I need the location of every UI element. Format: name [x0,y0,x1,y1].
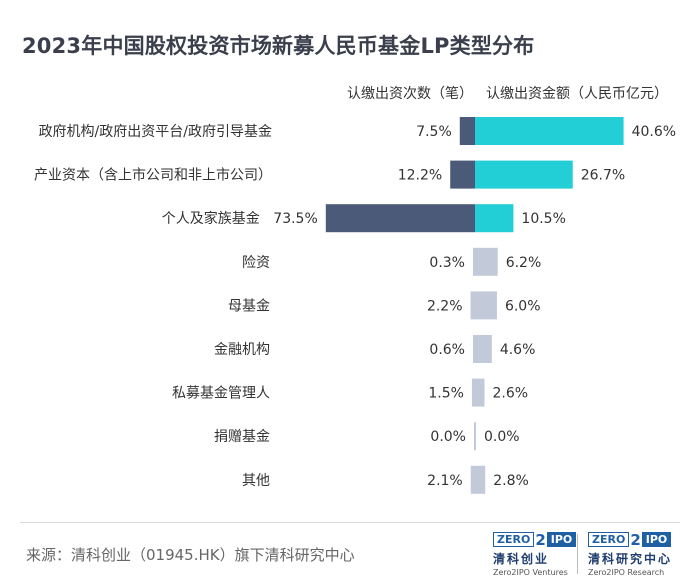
count-bar [474,422,475,451]
amount-bar [475,422,476,451]
count-value-label: 2.2% [427,298,463,314]
category-label: 产业资本（含上市公司和非上市公司） [34,167,272,184]
amount-value-label: 26.7% [581,168,625,184]
count-value-label: 7.5% [416,124,452,140]
count-series-header: 认缴出资次数（笔） [347,86,473,102]
count-bar [473,335,475,363]
category-label: 捐赠基金 [214,428,270,445]
category-label: 私募基金管理人 [172,385,270,402]
count-value-label: 1.5% [428,386,464,402]
count-bar [450,160,475,189]
amount-value-label: 4.6% [500,342,536,358]
amount-value-label: 2.6% [493,386,529,402]
count-bar [459,117,475,145]
amount-bar [475,204,514,233]
count-value-label: 2.1% [427,473,463,489]
amount-bar [475,378,485,407]
amount-bar [475,335,492,363]
amount-value-label: 10.5% [521,211,565,227]
count-bar [470,465,475,494]
amount-bar [475,117,624,145]
count-bar [325,204,475,233]
amount-value-label: 6.0% [505,298,541,314]
count-value-label: 12.2% [398,168,442,184]
amount-bar [475,291,497,320]
amount-value-label: 6.2% [506,255,542,271]
amount-bar [475,247,498,276]
footer-divider [20,522,680,523]
amount-bar [475,160,573,189]
category-label: 母基金 [228,297,270,314]
count-value-label: 0.6% [429,342,465,358]
chart-title: 2023年中国股权投资市场新募人民币基金LP类型分布 [22,34,535,58]
count-value-label: 0.3% [429,255,465,271]
source-note: 来源：清科创业（01945.HK）旗下清科研究中心 [26,546,355,564]
amount-value-label: 2.8% [493,473,529,489]
count-value-label: 73.5% [273,211,317,227]
amount-bar [475,465,486,494]
amount-series-header: 认缴出资金额（人民币亿元） [486,86,668,102]
butterfly-bar-chart: 7.5% 40.6% 政府机构/政府出资平台/政府引导基金 12.2% 26.7% 产业资… [34,117,676,494]
count-bar [473,247,475,276]
count-bar [470,291,475,320]
amount-value-label: 0.0% [484,429,520,445]
count-value-label: 0.0% [430,429,466,445]
category-label: 个人及家族基金 [162,210,260,227]
category-label: 政府机构/政府出资平台/政府引导基金 [39,123,272,140]
category-label: 金融机构 [214,342,270,358]
zero2ipo-research-logo: ZERO 2 IPO 清科研究中心 Zero2IPO Research [588,530,673,577]
category-label: 险资 [242,255,270,271]
category-label: 其他 [242,473,270,489]
logo-separator [577,534,578,574]
count-bar [471,378,475,407]
amount-value-label: 40.6% [632,124,676,140]
zero2ipo-ventures-logo: ZERO 2 IPO 清科创业 Zero2IPO Ventures [493,532,577,577]
